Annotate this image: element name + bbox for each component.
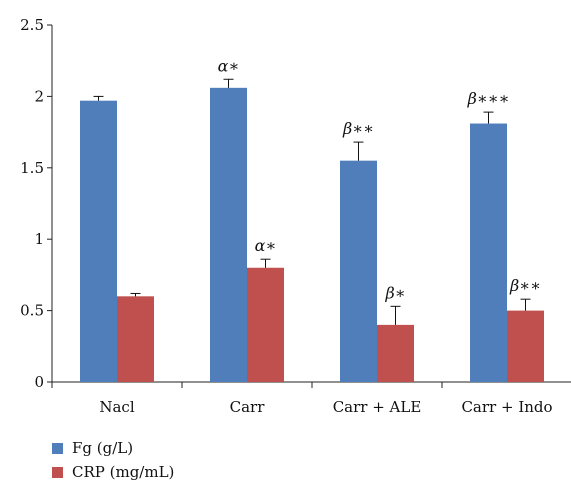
y-tick-label: 0 — [34, 373, 44, 391]
bar-crp — [507, 310, 544, 382]
legend-label-crp: CRP (mg/mL) — [72, 463, 175, 481]
chart-bars — [80, 78, 544, 383]
y-tick-label: 1 — [34, 230, 44, 248]
bar-fg — [80, 100, 117, 383]
bar-crp — [377, 324, 414, 382]
x-tick-label: Nacl — [99, 398, 134, 416]
legend: Fg (g/L) CRP (mg/mL) — [52, 436, 174, 484]
significance-label: β∗∗∗ — [467, 89, 510, 108]
bar-fg — [470, 123, 507, 383]
bar-chart: 0 0.5 1 1.5 2 2.5 Nacl Carr α∗ α∗ Carr + ALE β∗∗ β∗ C… — [20, 16, 571, 416]
legend-item-fg: Fg (g/L) — [52, 436, 174, 460]
legend-item-crp: CRP (mg/mL) — [52, 460, 174, 484]
significance-label: β∗ — [384, 283, 405, 302]
y-tick-label: 2 — [34, 87, 44, 105]
chart-labels: 0 0.5 1 1.5 2 2.5 Nacl Carr α∗ α∗ Carr + ALE β∗∗ β∗ C… — [20, 16, 552, 416]
legend-swatch-crp — [52, 466, 63, 478]
significance-label: α∗ — [255, 236, 277, 255]
bar-fg — [340, 160, 377, 382]
y-tick-label: 0.5 — [20, 302, 44, 320]
bar-crp — [247, 267, 284, 382]
significance-label: β∗∗ — [342, 119, 374, 138]
x-tick-label: Carr + ALE — [333, 398, 422, 416]
legend-label-fg: Fg (g/L) — [72, 439, 134, 457]
significance-label: α∗ — [218, 56, 240, 75]
y-tick-label: 1.5 — [20, 159, 44, 177]
bar-fg — [210, 87, 247, 382]
significance-label: β∗∗ — [509, 276, 541, 295]
bar-crp — [117, 296, 154, 382]
x-tick-label: Carr — [230, 398, 266, 416]
legend-swatch-fg — [52, 442, 63, 454]
x-tick-label: Carr + Indo — [461, 398, 552, 416]
y-tick-label: 2.5 — [20, 16, 44, 34]
